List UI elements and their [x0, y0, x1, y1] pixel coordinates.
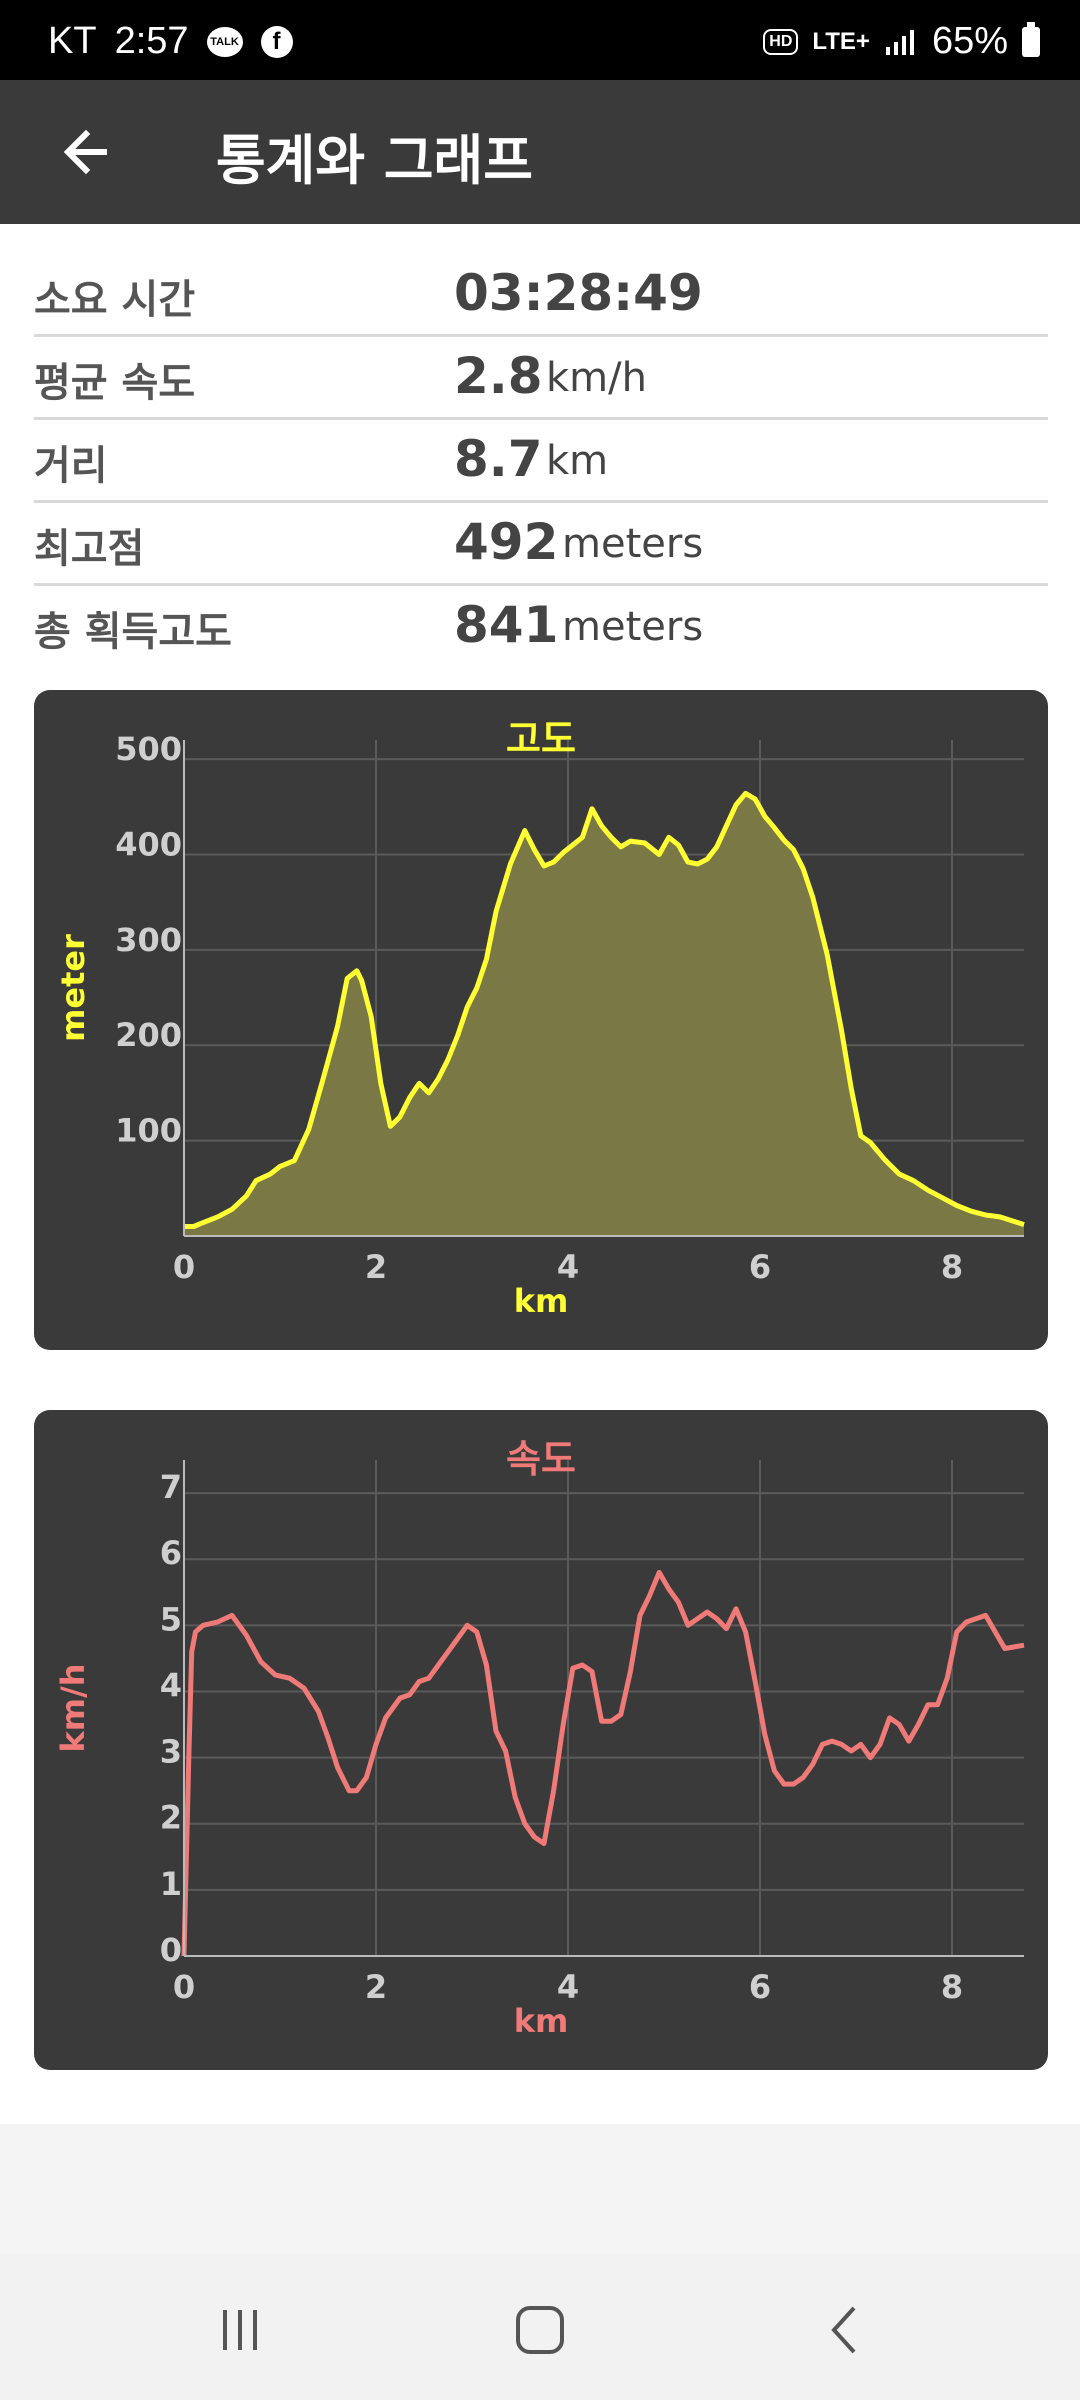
x-tick-label: 2 [365, 1248, 387, 1286]
x-tick-label: 4 [557, 1248, 579, 1286]
y-axis-label: km/h [54, 1663, 92, 1752]
y-tick-label: 4 [160, 1666, 182, 1704]
stat-label: 최고점 [34, 526, 145, 572]
stat-row-average-speed: 평균 속도 2.8 km/h [34, 337, 1048, 420]
stat-value: 492 [454, 513, 559, 571]
facebook-icon: f [260, 25, 293, 58]
app-bar: 통계와 그래프 [0, 80, 1080, 224]
kakao-talk-icon: TALK [206, 26, 243, 57]
back-button[interactable] [44, 110, 128, 194]
speed-chart-card: 0 2 4 6 8 0 1 2 3 4 5 6 7 속도 km km/h [34, 1410, 1048, 2070]
x-tick-label: 8 [941, 1968, 963, 2006]
stat-unit: km/h [546, 355, 647, 401]
x-axis-label: km [514, 1282, 569, 1320]
y-tick-label: 100 [115, 1112, 182, 1150]
time-label: 2:57 [114, 20, 189, 62]
home-button[interactable] [490, 2290, 590, 2370]
stat-label: 총 획득고도 [34, 609, 232, 655]
y-tick-label: 200 [115, 1016, 182, 1054]
chart-title: 속도 [506, 1437, 576, 1481]
x-tick-label: 2 [365, 1968, 387, 2006]
hd-voice-icon: HD [763, 28, 799, 55]
x-axis-label: km [514, 2002, 569, 2040]
recent-apps-button[interactable] [190, 2290, 290, 2370]
y-tick-label: 500 [115, 730, 182, 768]
stat-row-highest-point: 최고점 492 meters [34, 503, 1048, 586]
status-right: HD LTE+ 65% [763, 20, 1040, 63]
series-line [184, 790, 1025, 1229]
stat-row-total-ascent: 총 획득고도 841 meters [34, 586, 1048, 666]
stat-label: 거리 [34, 443, 108, 489]
stat-value: 2.8 [454, 347, 543, 405]
back-icon [831, 2306, 856, 2354]
y-tick-label: 300 [115, 921, 182, 959]
y-tick-label: 7 [160, 1468, 182, 1506]
signal-icon [885, 29, 914, 55]
x-tick-label: 0 [173, 1968, 195, 2006]
main-content: 소요 시간 03:28:49 평균 속도 2.8 km/h 거리 8.7 km … [0, 224, 1080, 2124]
x-tick-label: 0 [173, 1248, 195, 1286]
arrow-left-icon [63, 129, 107, 175]
y-tick-label: 6 [160, 1534, 182, 1572]
stat-value: 03:28:49 [454, 264, 703, 322]
stat-row-distance: 거리 8.7 km [34, 420, 1048, 503]
elevation-chart: 0 2 4 6 8 100 200 300 400 500 고도 km meter [54, 717, 1025, 1320]
navigation-bar [0, 2254, 1080, 2400]
y-tick-label: 5 [160, 1600, 182, 1638]
grid-lines [183, 1460, 1024, 1957]
carrier-label: KT [48, 20, 97, 62]
page-title: 통계와 그래프 [216, 129, 533, 192]
stat-unit: meters [562, 604, 704, 650]
chart-title: 고도 [506, 717, 576, 761]
battery-icon [1022, 21, 1040, 57]
elevation-chart-card: 0 2 4 6 8 100 200 300 400 500 고도 km meter [34, 690, 1048, 1350]
speed-chart: 0 2 4 6 8 0 1 2 3 4 5 6 7 속도 km km/h [54, 1437, 1025, 2040]
x-tick-label: 8 [941, 1248, 963, 1286]
y-tick-label: 2 [160, 1799, 182, 1837]
system-back-button[interactable] [796, 2290, 896, 2370]
stat-unit: meters [562, 521, 704, 567]
y-axis-label: meter [54, 934, 92, 1042]
home-icon [516, 2306, 564, 2354]
stat-label: 소요 시간 [34, 277, 196, 323]
stat-value: 8.7 [454, 430, 543, 488]
series-line [181, 1569, 1025, 1957]
status-bar: KT 2:57 TALK f HD LTE+ 65% [0, 0, 1080, 80]
network-label: LTE+ [812, 27, 870, 55]
stat-row-duration: 소요 시간 03:28:49 [34, 254, 1048, 337]
stat-unit: km [546, 438, 609, 484]
recent-apps-icon [223, 2310, 257, 2350]
stats-table: 소요 시간 03:28:49 평균 속도 2.8 km/h 거리 8.7 km … [34, 254, 1048, 666]
x-tick-label: 4 [557, 1968, 579, 2006]
stat-label: 평균 속도 [34, 360, 196, 406]
x-tick-label: 6 [749, 1248, 771, 1286]
y-tick-label: 400 [115, 825, 182, 863]
battery-label: 65% [931, 20, 1008, 62]
x-tick-label: 6 [749, 1968, 771, 2006]
y-tick-label: 3 [160, 1733, 182, 1771]
status-left: KT 2:57 TALK f [48, 20, 293, 63]
stat-value: 841 [454, 596, 559, 654]
y-tick-label: 1 [160, 1865, 182, 1903]
y-tick-label: 0 [160, 1931, 182, 1969]
